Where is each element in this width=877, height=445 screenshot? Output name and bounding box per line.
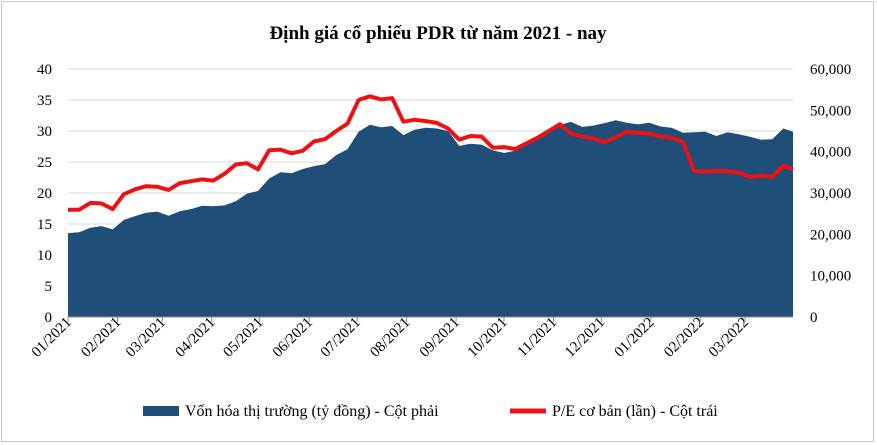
x-tick-label: 09/2021 — [417, 315, 463, 361]
x-tick-label: 12/2021 — [562, 315, 608, 361]
right-axis: 0 10,000 20,000 30,000 40,000 50,000 60,000 — [810, 62, 851, 326]
legend-area-swatch — [143, 406, 179, 416]
left-axis: 0 5 10 15 20 25 30 35 40 — [37, 62, 52, 326]
chart-title: Định giá cổ phiếu PDR từ năm 2021 - nay — [269, 23, 607, 44]
line-series — [68, 94, 794, 212]
x-tick-label: 01/2022 — [612, 315, 658, 361]
left-tick-label: 5 — [45, 279, 53, 295]
x-tick-label: 02/2021 — [78, 315, 124, 361]
x-tick-label: 02/2022 — [661, 315, 707, 361]
x-tick-label: 03/2022 — [706, 315, 752, 361]
x-tick-label: 07/2021 — [318, 315, 364, 361]
x-tick-label: 05/2021 — [220, 315, 266, 361]
x-tick-label: 03/2021 — [123, 315, 169, 361]
right-tick-label: 30,000 — [810, 186, 851, 202]
left-tick-label: 0 — [45, 310, 53, 326]
legend: Vốn hóa thị trường (tỷ đồng) - Cột phải … — [143, 403, 718, 420]
left-tick-label: 35 — [37, 93, 52, 109]
market-cap-area — [68, 120, 793, 317]
left-tick-label: 20 — [37, 186, 52, 202]
left-tick-label: 10 — [37, 248, 52, 264]
right-tick-label: 40,000 — [810, 145, 851, 161]
x-tick-label: 04/2021 — [172, 315, 218, 361]
area-series — [68, 120, 793, 317]
legend-line-label: P/E cơ bản (lần) - Cột trái — [552, 403, 718, 420]
left-tick-label: 30 — [37, 124, 52, 140]
right-tick-label: 10,000 — [810, 269, 851, 285]
left-tick-label: 25 — [37, 155, 52, 171]
x-tick-label: 10/2021 — [465, 315, 511, 361]
pe-line — [68, 94, 794, 212]
right-tick-label: 0 — [810, 310, 818, 326]
right-tick-label: 20,000 — [810, 227, 851, 243]
x-tick-label: 11/2021 — [515, 315, 561, 361]
legend-area-label: Vốn hóa thị trường (tỷ đồng) - Cột phải — [185, 403, 439, 420]
left-tick-label: 40 — [37, 62, 52, 78]
x-tick-label: 08/2021 — [367, 315, 413, 361]
right-tick-label: 50,000 — [810, 103, 851, 119]
right-tick-label: 60,000 — [810, 62, 851, 78]
left-tick-label: 15 — [37, 217, 52, 233]
x-tick-label: 06/2021 — [270, 315, 316, 361]
